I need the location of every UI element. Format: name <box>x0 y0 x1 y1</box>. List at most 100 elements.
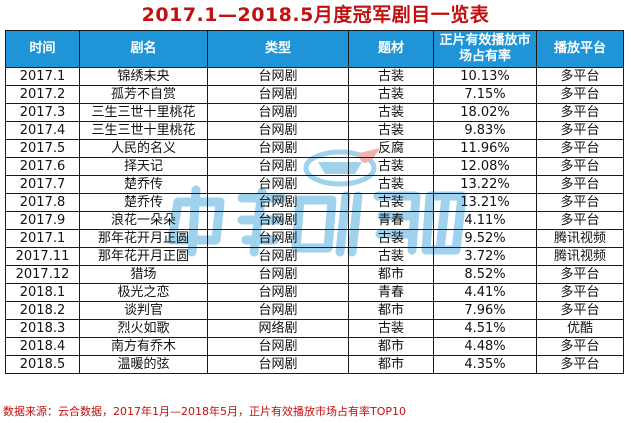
cell-type: 台网剧 <box>207 67 349 86</box>
cell-name: 极光之恋 <box>79 283 208 302</box>
header-genre: 题材 <box>348 30 434 68</box>
cell-type: 网络剧 <box>207 319 349 338</box>
table-row: 2017.5 人民的名义 台网剧 反腐 11.96% 多平台 <box>5 139 624 158</box>
cell-time: 2017.12 <box>5 265 80 284</box>
cell-name: 谈判官 <box>79 301 208 320</box>
table-row: 2018.3 烈火如歌 网络剧 古装 4.51% 优酷 <box>5 319 624 338</box>
table-row: 2017.7 楚乔传 台网剧 古装 13.22% 多平台 <box>5 175 624 194</box>
cell-name: 择天记 <box>79 157 208 176</box>
cell-type: 台网剧 <box>207 103 349 122</box>
cell-share: 9.83% <box>433 121 537 140</box>
cell-platform: 腾讯视频 <box>536 247 624 266</box>
cell-genre: 都市 <box>348 301 434 320</box>
cell-share: 7.15% <box>433 85 537 104</box>
header-share-line2: 场占有率 <box>458 49 511 64</box>
ranking-table: 时间 剧名 类型 题材 正片有效播放市 场占有率 播放平台 2017.1 锦绣未… <box>5 30 624 374</box>
cell-time: 2017.11 <box>5 247 80 266</box>
header-share-line1: 正片有效播放市 <box>439 33 531 48</box>
cell-genre: 古装 <box>348 157 434 176</box>
cell-name: 猎场 <box>79 265 208 284</box>
cell-platform: 多平台 <box>536 211 624 230</box>
cell-share: 10.13% <box>433 67 537 86</box>
cell-time: 2018.5 <box>5 355 80 374</box>
cell-platform: 多平台 <box>536 121 624 140</box>
cell-genre: 古装 <box>348 247 434 266</box>
header-platform: 播放平台 <box>536 30 624 68</box>
cell-genre: 古装 <box>348 121 434 140</box>
cell-time: 2017.2 <box>5 85 80 104</box>
cell-genre: 古装 <box>348 85 434 104</box>
header-time: 时间 <box>5 30 80 68</box>
cell-share: 4.35% <box>433 355 537 374</box>
cell-genre: 古装 <box>348 193 434 212</box>
cell-platform: 多平台 <box>536 193 624 212</box>
cell-platform: 腾讯视频 <box>536 229 624 248</box>
cell-type: 台网剧 <box>207 157 349 176</box>
cell-platform: 多平台 <box>536 103 624 122</box>
cell-share: 4.51% <box>433 319 537 338</box>
cell-name: 那年花开月正圆 <box>79 247 208 266</box>
cell-type: 台网剧 <box>207 175 349 194</box>
cell-type: 台网剧 <box>207 301 349 320</box>
cell-platform: 多平台 <box>536 157 624 176</box>
cell-type: 台网剧 <box>207 139 349 158</box>
table-row: 2017.12 猎场 台网剧 都市 8.52% 多平台 <box>5 265 624 284</box>
cell-platform: 多平台 <box>536 301 624 320</box>
cell-type: 台网剧 <box>207 355 349 374</box>
cell-share: 13.22% <box>433 175 537 194</box>
cell-share: 12.08% <box>433 157 537 176</box>
table-row: 2017.1 那年花开月正圆 台网剧 古装 9.52% 腾讯视频 <box>5 229 624 248</box>
cell-time: 2017.5 <box>5 139 80 158</box>
cell-time: 2017.3 <box>5 103 80 122</box>
cell-genre: 青春 <box>348 211 434 230</box>
table-row: 2017.6 择天记 台网剧 古装 12.08% 多平台 <box>5 157 624 176</box>
cell-name: 烈火如歌 <box>79 319 208 338</box>
cell-type: 台网剧 <box>207 211 349 230</box>
data-source-note: 数据来源：云合数据，2017年1月—2018年5月，正片有效播放市场占有率TOP… <box>3 405 406 418</box>
cell-platform: 优酷 <box>536 319 624 338</box>
table-row: 2017.2 孤芳不自赏 台网剧 古装 7.15% 多平台 <box>5 85 624 104</box>
page-title: 2017.1—2018.5月度冠军剧目一览表 <box>141 4 490 26</box>
cell-genre: 青春 <box>348 283 434 302</box>
cell-name: 楚乔传 <box>79 175 208 194</box>
cell-name: 浪花一朵朵 <box>79 211 208 230</box>
cell-platform: 多平台 <box>536 175 624 194</box>
cell-name: 那年花开月正圆 <box>79 229 208 248</box>
cell-type: 台网剧 <box>207 283 349 302</box>
cell-type: 台网剧 <box>207 85 349 104</box>
cell-name: 锦绣未央 <box>79 67 208 86</box>
cell-share: 18.02% <box>433 103 537 122</box>
cell-genre: 都市 <box>348 355 434 374</box>
cell-genre: 都市 <box>348 265 434 284</box>
table-row: 2018.1 极光之恋 台网剧 青春 4.41% 多平台 <box>5 283 624 302</box>
cell-type: 台网剧 <box>207 265 349 284</box>
cell-time: 2018.4 <box>5 337 80 356</box>
cell-time: 2017.8 <box>5 193 80 212</box>
cell-time: 2017.7 <box>5 175 80 194</box>
table-row: 2017.11 那年花开月正圆 台网剧 古装 3.72% 腾讯视频 <box>5 247 624 266</box>
cell-name: 三生三世十里桃花 <box>79 103 208 122</box>
cell-time: 2017.9 <box>5 211 80 230</box>
cell-platform: 多平台 <box>536 337 624 356</box>
table-row: 2017.9 浪花一朵朵 台网剧 青春 4.11% 多平台 <box>5 211 624 230</box>
cell-platform: 多平台 <box>536 265 624 284</box>
cell-type: 台网剧 <box>207 121 349 140</box>
cell-genre: 古装 <box>348 67 434 86</box>
cell-name: 孤芳不自赏 <box>79 85 208 104</box>
table-row: 2017.1 锦绣未央 台网剧 古装 10.13% 多平台 <box>5 67 624 86</box>
table-row: 2017.8 楚乔传 台网剧 古装 13.21% 多平台 <box>5 193 624 212</box>
cell-share: 4.11% <box>433 211 537 230</box>
cell-share: 7.96% <box>433 301 537 320</box>
cell-type: 台网剧 <box>207 247 349 266</box>
cell-genre: 古装 <box>348 319 434 338</box>
cell-time: 2017.1 <box>5 67 80 86</box>
cell-share: 4.48% <box>433 337 537 356</box>
cell-share: 9.52% <box>433 229 537 248</box>
cell-genre: 反腐 <box>348 139 434 158</box>
cell-time: 2018.3 <box>5 319 80 338</box>
cell-name: 人民的名义 <box>79 139 208 158</box>
table-row: 2018.5 温暖的弦 台网剧 都市 4.35% 多平台 <box>5 355 624 374</box>
cell-share: 8.52% <box>433 265 537 284</box>
cell-platform: 多平台 <box>536 85 624 104</box>
